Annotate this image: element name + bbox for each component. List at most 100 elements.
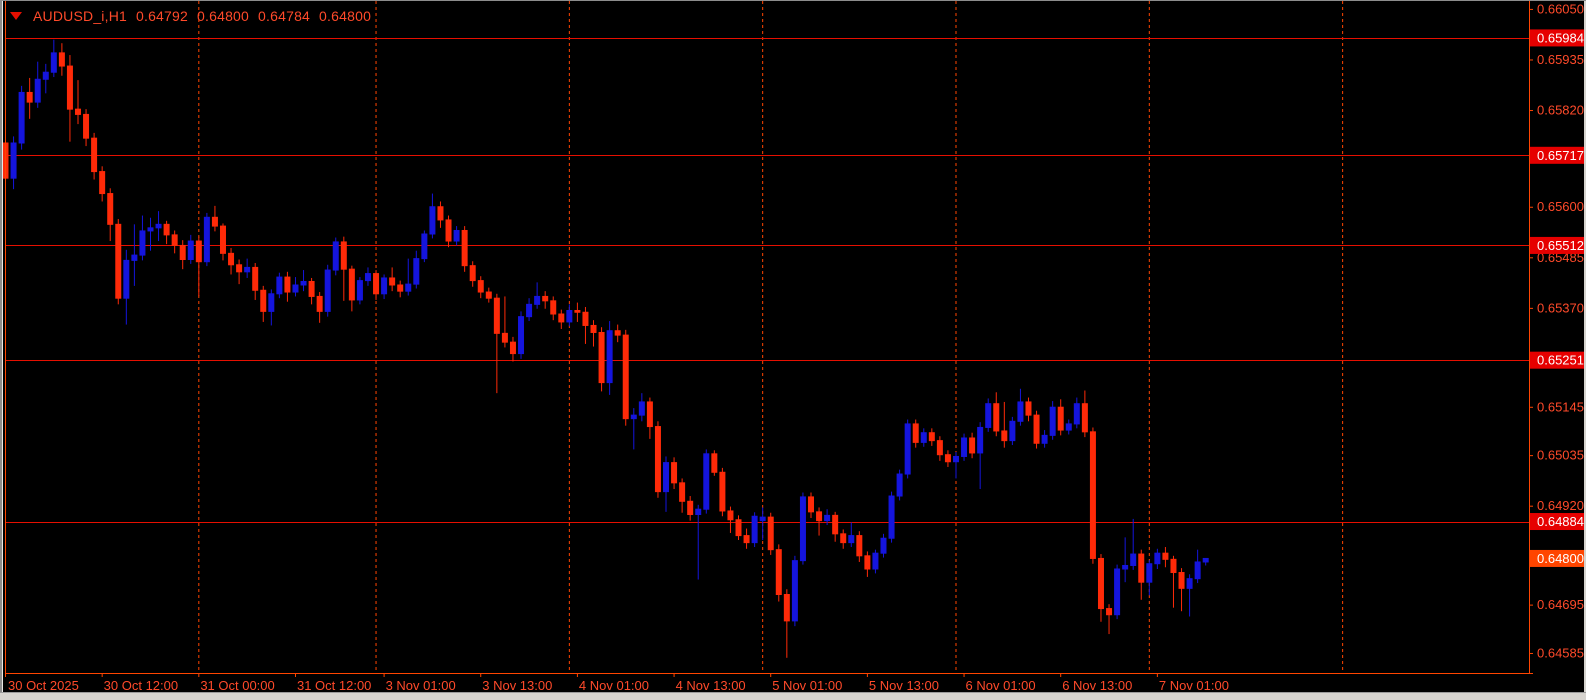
candle [1186, 574, 1193, 617]
candle [1194, 549, 1201, 584]
window-status-strip [0, 692, 1586, 700]
candle [252, 263, 259, 300]
candle [1041, 430, 1048, 448]
candle-body-bear [1033, 414, 1040, 444]
candle [228, 248, 235, 275]
candle [759, 507, 766, 540]
candle-body-bear [236, 264, 243, 273]
candle-body-bear [493, 297, 500, 334]
candle [244, 258, 251, 278]
candle-body-bear [574, 309, 581, 313]
time-tick-label: 5 Nov 13:00 [869, 678, 939, 693]
level-lines[interactable] [5, 38, 1529, 523]
candle-body-bear [163, 223, 170, 236]
candle-body-bull [300, 280, 307, 286]
candle-body-bear [936, 440, 943, 456]
candle-body-bear [501, 332, 508, 343]
candle-body-bear [582, 311, 589, 326]
candle-body-bull [888, 495, 895, 539]
candle-body-bear [1097, 557, 1104, 610]
candle [332, 237, 339, 276]
candle [526, 298, 533, 322]
candle-body-bear [348, 268, 355, 301]
candle [1130, 518, 1137, 570]
candle [453, 226, 460, 246]
time-tick-label: 6 Nov 13:00 [1062, 678, 1132, 693]
candle-body-bear [735, 519, 742, 537]
candle [791, 555, 798, 627]
candle [1146, 560, 1153, 596]
candle-body-bull [904, 423, 911, 475]
candle [896, 469, 903, 501]
candle-body-bear [284, 276, 291, 293]
price-axis[interactable]: 0.660500.659350.658200.656000.654850.653… [1529, 1, 1586, 660]
candle [469, 261, 476, 287]
candle [437, 201, 444, 228]
candle [308, 277, 315, 305]
candle [816, 507, 823, 536]
candle [735, 515, 742, 540]
level-price-tag-label: 0.65251 [1537, 353, 1584, 368]
candle [340, 236, 347, 301]
candle [550, 296, 557, 321]
candle [147, 217, 154, 251]
candle [477, 276, 484, 299]
candle-body-bear [864, 555, 871, 570]
candle-body-bear [711, 453, 718, 473]
window-border-left [0, 1, 3, 700]
candle [679, 478, 686, 513]
candle-body-bull [566, 309, 573, 323]
candle-body-bull [920, 432, 927, 443]
candle-body-bear [83, 113, 90, 139]
candle [509, 336, 516, 362]
candle [799, 492, 806, 565]
candle-body-bull [703, 453, 710, 510]
candle [1097, 554, 1104, 622]
time-axis[interactable]: 30 Oct 2025 30 Oct 12:00 31 Oct 00:00 31 Oc… [5, 673, 1229, 693]
candle [74, 80, 81, 125]
time-tick-label: 5 Nov 01:00 [772, 678, 842, 693]
candle [397, 280, 404, 298]
candle [840, 529, 847, 549]
level-price-tag-label: 0.64884 [1537, 514, 1584, 529]
candle-body-bear [1138, 553, 1145, 583]
candle-body-bear [340, 241, 347, 270]
candle [824, 509, 831, 526]
candle-body-bull [155, 223, 162, 229]
candle-body-bull [34, 78, 41, 103]
candle [1057, 399, 1064, 436]
candle-body-bear [219, 225, 226, 254]
candle [880, 533, 887, 558]
time-tick-label: 31 Oct 12:00 [297, 678, 371, 693]
candle [26, 77, 33, 119]
candle-body-bear [252, 266, 259, 291]
candle-body-bull [1194, 561, 1201, 580]
candle-body-bull [1186, 578, 1193, 589]
candle [171, 230, 178, 254]
candle-body-bull [276, 276, 283, 295]
candle-body-bear [783, 594, 790, 622]
candle-body-bear [115, 223, 122, 299]
candle-body-bull [364, 273, 371, 282]
candle [542, 291, 549, 309]
candle-body-bull [42, 71, 49, 80]
candle [445, 215, 452, 248]
candle [928, 428, 935, 446]
price-tick-label: 0.65600 [1537, 199, 1584, 214]
price-tick-label: 0.65145 [1537, 399, 1584, 414]
candle [687, 496, 694, 521]
candle-body-bull [896, 473, 903, 497]
candle [993, 392, 1000, 437]
candle [1106, 604, 1113, 635]
candle-body-bear [558, 313, 565, 323]
candle-body-bear [195, 240, 202, 263]
level-price-tag-label: 0.65512 [1537, 238, 1584, 253]
level-price-tag [1530, 513, 1586, 531]
candle [485, 287, 492, 303]
candle [961, 433, 968, 461]
candle [703, 449, 710, 514]
candle-body-bear [775, 549, 782, 596]
symbol-dropdown-icon[interactable] [10, 12, 22, 20]
candle-body-bull [147, 227, 154, 232]
